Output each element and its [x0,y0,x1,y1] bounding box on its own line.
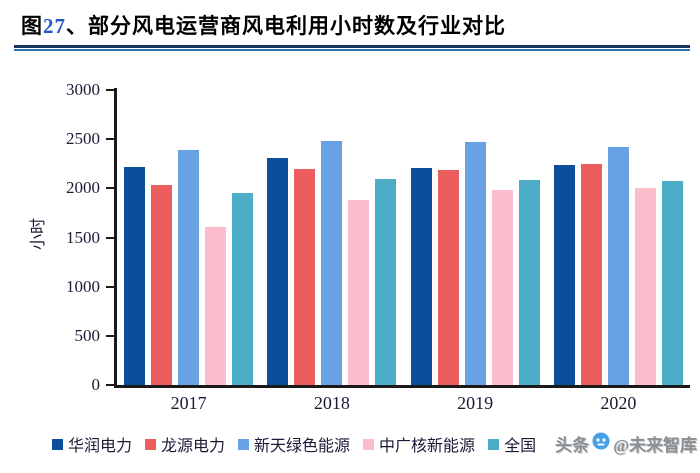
bar-新天绿色能源-2020 [607,147,629,385]
y-tick-mark-1500 [106,236,114,239]
legend-item-华润电力: 华润电力 [52,432,132,456]
legend-label-龙源电力: 龙源电力 [161,438,226,455]
bar-龙源电力-2020 [580,164,602,385]
figure-title: 图27、部分风电运营商风电利用小时数及行业对比 [21,10,506,40]
watermark-logo-icon [592,432,610,455]
bar-龙源电力-2019 [437,169,459,385]
title-underline-dark [14,45,690,48]
bar-华润电力-2018 [267,157,289,385]
x-tick-label-2019: 2019 [457,393,494,413]
legend-swatch-华润电力 [52,438,63,450]
bar-group-2017 [117,90,260,385]
title-underline-light [14,49,690,51]
x-tick-label-2020: 2020 [600,393,637,413]
y-tick-label-0: 0 [91,375,101,394]
legend-label-中广核新能源: 中广核新能源 [379,438,476,455]
bar-group-2020 [547,90,690,385]
bar-中广核新能源-2018 [348,200,370,385]
plot-area [117,90,690,385]
y-tick-mark-0 [106,384,114,386]
y-tick-labels: 3000 2500 2000 1500 1000 500 0 [38,81,101,394]
y-tick-mark-1000 [106,285,114,288]
figure-title-number: 27 [43,14,66,38]
watermark-text-right: @未来智库 [613,436,697,455]
bar-华润电力-2017 [124,166,146,385]
bar-新天绿色能源-2019 [464,142,486,385]
y-tick-label-2500: 2500 [66,129,100,149]
bar-龙源电力-2017 [151,185,173,385]
y-tick-mark-3000 [106,89,114,91]
bar-中广核新能源-2020 [634,187,656,385]
bar-新天绿色能源-2017 [178,149,200,385]
y-tick-label-1000: 1000 [66,276,100,296]
x-tick-labels: 2017 2018 2019 2020 [117,393,690,414]
y-axis-line [114,88,117,388]
x-axis-line [114,385,690,388]
legend-swatch-中广核新能源 [363,438,375,450]
bar-中广核新能源-2019 [491,190,513,385]
y-tick-mark-2500 [106,138,114,141]
legend-item-全国: 全国 [488,432,536,456]
legend-item-新天绿色能源: 新天绿色能源 [238,432,350,456]
x-tick-label-2018: 2018 [313,393,350,413]
figure-title-prefix: 图 [21,14,43,38]
legend-label-新天绿色能源: 新天绿色能源 [254,438,351,455]
bar-新天绿色能源-2018 [321,141,343,385]
legend-swatch-全国 [488,438,500,450]
bar-华润电力-2020 [553,164,575,385]
legend-item-中广核新能源: 中广核新能源 [363,432,475,456]
bar-龙源电力-2018 [294,168,316,385]
legend-swatch-龙源电力 [145,438,157,450]
bar-全国-2020 [661,181,683,385]
bar-中广核新能源-2017 [205,226,227,385]
bar-全国-2019 [518,180,540,385]
legend-label-华润电力: 华润电力 [68,438,133,455]
y-tick-mark-2000 [106,187,114,190]
watermark-text-left: 头条 [555,436,590,455]
bar-group-2018 [260,90,403,385]
legend-swatch-新天绿色能源 [238,438,250,450]
legend: 华润电力 龙源电力 新天绿色能源 中广核新能源 全国 [52,432,536,456]
legend-item-龙源电力: 龙源电力 [145,432,225,456]
bar-group-2019 [404,90,547,385]
y-tick-marks [106,89,114,386]
y-tick-label-3000: 3000 [66,80,100,99]
bar-全国-2017 [232,193,254,385]
legend-label-全国: 全国 [504,438,537,455]
bar-全国-2018 [375,179,397,385]
y-tick-mark-500 [106,334,114,337]
y-tick-label-500: 500 [74,325,101,345]
figure-title-suffix: 、部分风电运营商风电利用小时数及行业对比 [66,14,506,38]
x-tick-label-2017: 2017 [170,393,207,413]
watermark: 头条 @未来智库 [555,431,697,456]
y-tick-label-1500: 1500 [66,227,100,247]
bar-华润电力-2019 [410,168,432,385]
y-tick-label-2000: 2000 [66,178,100,198]
